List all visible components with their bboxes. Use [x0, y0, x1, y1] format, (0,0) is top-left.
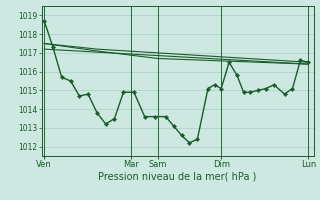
X-axis label: Pression niveau de la mer( hPa ): Pression niveau de la mer( hPa )	[99, 172, 257, 182]
